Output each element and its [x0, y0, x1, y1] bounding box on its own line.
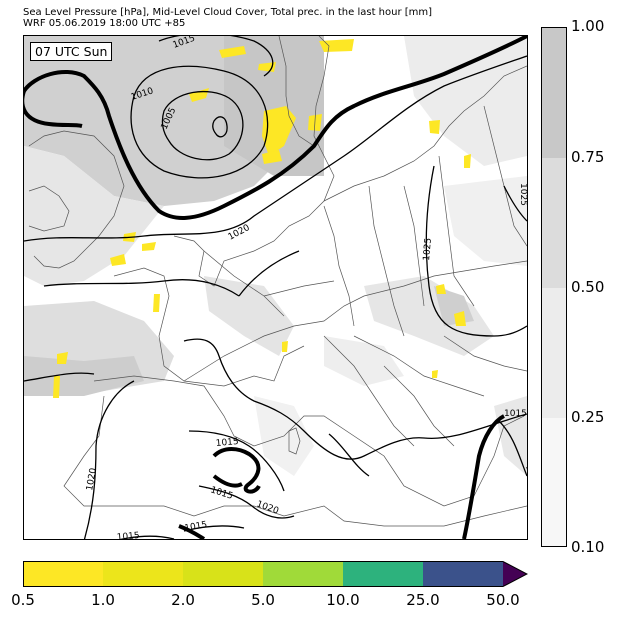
- precip-segment-2-5: [183, 561, 263, 587]
- precip-tick-label: 1.0: [91, 591, 115, 609]
- cloud-tick-label: 0.75: [571, 148, 605, 166]
- isobar-label: 1020: [85, 467, 99, 492]
- precip-tick-label: 5.0: [251, 591, 275, 609]
- isobar-label: 1025: [422, 238, 434, 262]
- cloud-cover-colorbar: [541, 27, 567, 547]
- precip-tick-label: 50.0: [486, 591, 520, 609]
- cloud-segment-010-025: [542, 418, 566, 546]
- isobar-label: 1015: [523, 464, 527, 489]
- precip-segment-25-50: [423, 561, 503, 587]
- isobar-label: 1020: [255, 499, 280, 516]
- isobar-label: 1015: [209, 485, 234, 502]
- precip-segment-1-2: [103, 561, 183, 587]
- isobar-1015-thick: [24, 36, 527, 539]
- precipitation-colorbar: [23, 561, 528, 587]
- precip-tick-label: 25.0: [406, 591, 440, 609]
- isobar-label: 1015: [116, 531, 140, 539]
- cloud-segment-025-050: [542, 288, 566, 418]
- cloud-tick-label: 1.00: [571, 17, 605, 35]
- chart-title-line2: WRF 05.06.2019 18:00 UTC +85: [23, 18, 186, 29]
- isobar-label: 1025: [518, 183, 527, 206]
- isobar-label: 1015: [184, 520, 208, 534]
- cloud-segment-050-075: [542, 158, 566, 288]
- cloud-tick-label: 0.25: [571, 408, 605, 426]
- weather-map: 1015 1010 1005 1020 1025 1025 1015 1015 …: [23, 35, 528, 540]
- precip-segment-10-25: [343, 561, 423, 587]
- cloud-tick-label: 0.10: [571, 538, 605, 556]
- cloud-cover-layer: [24, 36, 527, 476]
- precipitation-layer: [53, 39, 471, 398]
- isobars: [24, 36, 527, 539]
- precip-segment-5-10: [263, 561, 343, 587]
- precip-tick-label: 0.5: [11, 591, 35, 609]
- chart-title-line1: Sea Level Pressure [hPa], Mid-Level Clou…: [23, 7, 433, 18]
- cloud-tick-label: 0.50: [571, 278, 605, 296]
- precip-tick-label: 10.0: [326, 591, 360, 609]
- isobar-label: 1015: [215, 437, 239, 449]
- time-label: 07 UTC Sun: [30, 42, 113, 61]
- precip-segment-over-50: [503, 561, 527, 587]
- precip-tick-label: 2.0: [171, 591, 195, 609]
- cloud-segment-075-100: [542, 28, 566, 158]
- isobar-label: 1015: [504, 409, 527, 419]
- coastlines-borders: [28, 36, 527, 527]
- precip-segment-05-1: [23, 561, 103, 587]
